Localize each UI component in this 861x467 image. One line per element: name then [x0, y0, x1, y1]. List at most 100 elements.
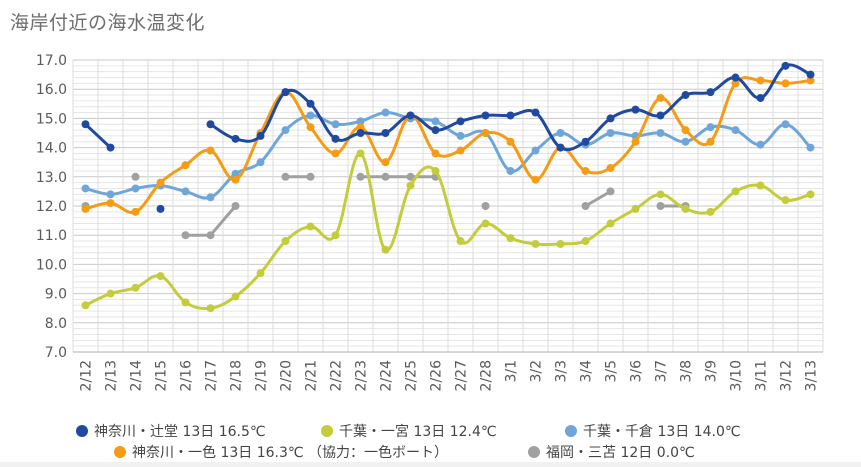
legend-marker-1	[321, 425, 333, 437]
y-tick-label: 12.0	[36, 199, 67, 215]
data-point-0	[781, 61, 790, 70]
x-tick-label: 3/10	[729, 360, 745, 391]
data-point-1	[356, 149, 365, 158]
data-point-4	[281, 172, 290, 181]
data-point-0	[81, 120, 90, 129]
y-tick-label: 16.0	[36, 82, 67, 98]
data-point-0	[306, 99, 315, 108]
data-point-3	[681, 126, 690, 135]
data-point-3	[781, 79, 790, 88]
data-point-1	[806, 190, 815, 199]
data-point-0	[281, 88, 290, 97]
data-point-0	[756, 93, 765, 102]
x-tick-label: 2/21	[304, 360, 320, 391]
data-point-1	[381, 245, 390, 254]
data-point-1	[606, 219, 615, 228]
data-point-1	[306, 222, 315, 231]
data-point-1	[406, 181, 415, 190]
y-tick-label: 8.0	[45, 316, 67, 332]
data-point-2	[656, 129, 665, 137]
data-point-1	[131, 283, 140, 292]
legend-marker-3	[114, 446, 126, 458]
y-tick-label: 14.0	[36, 141, 67, 157]
x-tick-label: 3/9	[704, 360, 720, 383]
data-point-3	[331, 149, 340, 158]
data-point-2	[731, 126, 740, 135]
data-point-2	[506, 166, 515, 175]
legend-label-3: 神奈川・一色 13日 16.3℃ （協力：一色ボート）	[132, 444, 448, 461]
horizontal-scrollbar[interactable]	[0, 462, 861, 467]
data-point-2	[681, 137, 690, 146]
data-point-1	[181, 298, 190, 307]
x-tick-label: 2/22	[329, 360, 345, 391]
x-tick-label: 2/28	[479, 360, 495, 391]
y-tick-label: 10.0	[36, 257, 67, 273]
data-point-3	[181, 161, 190, 170]
data-point-2	[231, 169, 240, 178]
series-line-4	[184, 204, 237, 237]
data-point-0	[481, 111, 490, 120]
x-tick-label: 2/26	[429, 360, 445, 392]
data-point-0	[256, 131, 265, 140]
data-point-2	[806, 143, 815, 152]
data-point-2	[381, 108, 390, 117]
data-point-2	[456, 131, 465, 140]
legend-marker-0	[76, 425, 88, 437]
x-tick-label: 2/25	[404, 360, 420, 391]
data-point-2	[781, 120, 790, 129]
y-tick-label: 17.0	[36, 53, 67, 69]
y-tick-label: 11.0	[36, 228, 67, 244]
y-tick-label: 13.0	[36, 170, 67, 186]
data-point-2	[131, 184, 140, 193]
data-point-3	[656, 93, 665, 102]
data-point-4	[306, 172, 315, 181]
x-tick-label: 2/19	[254, 360, 270, 391]
data-point-3	[381, 158, 390, 167]
data-point-3	[581, 166, 590, 175]
data-point-1	[706, 207, 715, 216]
data-point-2	[531, 146, 540, 155]
data-point-4	[481, 202, 490, 210]
legend-marker-2	[565, 425, 577, 437]
data-point-4	[406, 172, 415, 181]
data-point-3	[481, 129, 490, 137]
data-point-3	[756, 76, 765, 85]
data-point-3	[356, 123, 365, 132]
data-point-4	[581, 202, 590, 210]
data-point-2	[756, 140, 765, 149]
data-point-1	[431, 166, 440, 175]
data-point-0	[556, 143, 565, 152]
y-tick-label: 7.0	[45, 345, 67, 361]
legend-label-4: 福岡・三苫 12日 0.0℃	[546, 444, 695, 461]
x-tick-label: 3/6	[629, 360, 645, 383]
data-point-1	[81, 301, 90, 310]
series-line-4	[584, 189, 612, 208]
data-point-3	[531, 175, 540, 184]
data-point-1	[531, 239, 540, 248]
x-tick-label: 3/8	[679, 360, 695, 383]
data-point-3	[631, 137, 640, 146]
data-point-1	[656, 190, 665, 199]
x-tick-label: 2/15	[154, 360, 170, 391]
grid-lines	[72, 59, 824, 353]
data-point-4	[131, 172, 140, 181]
x-tick-label: 2/27	[454, 360, 470, 391]
data-point-1	[506, 234, 515, 243]
x-tick-label: 3/13	[804, 360, 820, 391]
axis-labels: 7.0 8.0 9.0 10.0 11.0 12.0 13.0 14.0 15.0 16.0 17.…	[36, 53, 820, 391]
data-point-1	[281, 237, 290, 246]
data-point-0	[156, 204, 165, 213]
data-point-1	[456, 237, 465, 246]
data-point-4	[381, 172, 390, 181]
data-point-3	[231, 175, 240, 184]
data-point-2	[706, 123, 715, 132]
data-point-2	[306, 111, 315, 120]
data-point-0	[356, 129, 365, 137]
data-point-3	[431, 149, 440, 158]
data-point-2	[106, 190, 115, 199]
data-point-4	[606, 187, 615, 196]
legend-label-2: 千葉・千倉 13日 14.0℃	[583, 424, 741, 440]
data-point-4	[206, 231, 215, 240]
data-point-3	[456, 146, 465, 155]
